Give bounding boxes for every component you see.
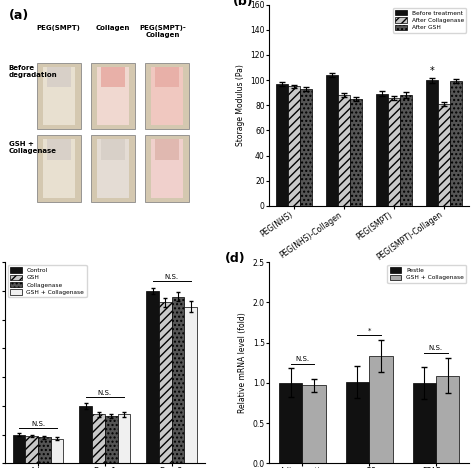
Bar xyxy=(101,67,125,87)
Bar xyxy=(51,439,64,463)
Bar xyxy=(376,94,388,206)
Text: (a): (a) xyxy=(9,9,29,22)
Text: PEG(SMPT): PEG(SMPT) xyxy=(37,25,81,31)
Text: N.S.: N.S. xyxy=(429,345,443,351)
Bar xyxy=(438,104,450,206)
Bar xyxy=(92,415,105,463)
Bar xyxy=(13,435,26,463)
Bar xyxy=(151,67,183,125)
Bar xyxy=(91,135,135,202)
Text: N.S.: N.S. xyxy=(295,356,310,362)
Bar xyxy=(145,63,189,129)
Text: *: * xyxy=(367,328,371,334)
Bar xyxy=(37,135,81,202)
Bar xyxy=(155,67,179,87)
Bar xyxy=(43,139,75,198)
Bar xyxy=(105,416,118,463)
Bar xyxy=(436,376,459,463)
Bar xyxy=(450,81,462,206)
Legend: Control, GSH, Collagenase, GSH + Collagenase: Control, GSH, Collagenase, GSH + Collage… xyxy=(8,265,87,298)
Bar xyxy=(37,63,81,129)
Legend: Before treatment, After Collagenase, After GSH: Before treatment, After Collagenase, Aft… xyxy=(393,7,466,33)
Bar xyxy=(400,95,412,206)
Text: PEG(SMPT)-
Collagen: PEG(SMPT)- Collagen xyxy=(139,25,186,38)
Bar xyxy=(47,67,71,87)
Bar xyxy=(97,67,129,125)
Text: (b): (b) xyxy=(233,0,254,7)
Text: N.S.: N.S. xyxy=(31,421,45,427)
Bar xyxy=(145,135,189,202)
Bar xyxy=(43,67,75,125)
Y-axis label: Relative mRNA level (fold): Relative mRNA level (fold) xyxy=(238,312,247,413)
Bar xyxy=(155,139,179,160)
Legend: Pestle, GSH + Collagenase: Pestle, GSH + Collagenase xyxy=(387,265,466,283)
Bar xyxy=(388,98,400,206)
Bar xyxy=(326,75,338,206)
Bar xyxy=(346,382,369,463)
Bar xyxy=(172,297,184,463)
Bar xyxy=(279,383,302,463)
Text: Before
degradation: Before degradation xyxy=(9,65,57,78)
Text: *: * xyxy=(430,66,435,76)
Bar xyxy=(47,139,71,160)
Bar xyxy=(302,385,326,463)
Bar xyxy=(288,87,300,206)
Y-axis label: Storage Modulus (Pa): Storage Modulus (Pa) xyxy=(236,64,245,146)
Bar xyxy=(426,80,438,206)
Bar xyxy=(412,383,436,463)
Bar xyxy=(118,415,130,463)
Bar xyxy=(101,139,125,160)
Bar xyxy=(26,436,38,463)
Bar xyxy=(38,438,51,463)
Bar xyxy=(276,84,288,206)
Bar xyxy=(97,139,129,198)
Text: N.S.: N.S. xyxy=(98,390,112,396)
Text: GSH +
Collagenase: GSH + Collagenase xyxy=(9,141,57,154)
Text: (d): (d) xyxy=(225,252,246,265)
Text: N.S.: N.S. xyxy=(164,274,179,280)
Bar xyxy=(300,89,312,206)
Bar xyxy=(91,63,135,129)
Bar xyxy=(80,406,92,463)
Bar xyxy=(350,99,362,206)
Bar xyxy=(159,302,172,463)
Bar xyxy=(338,95,350,206)
Bar xyxy=(369,356,392,463)
Bar xyxy=(184,307,197,463)
Text: Collagen: Collagen xyxy=(96,25,130,31)
Bar xyxy=(146,291,159,463)
Bar xyxy=(151,139,183,198)
